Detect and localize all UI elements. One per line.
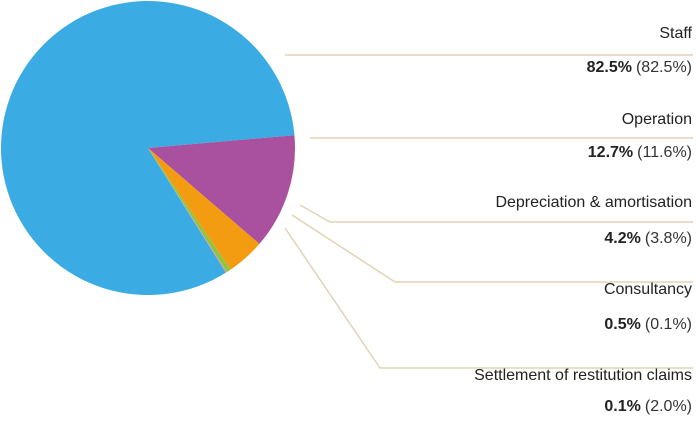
current-value: 4.2% [604, 230, 640, 247]
prior-value: (2.0%) [645, 398, 692, 415]
category-label: Depreciation & amortisation [495, 194, 692, 211]
pie-slice [148, 148, 260, 270]
current-value: 82.5% [587, 59, 632, 76]
prior-value: (3.8%) [645, 230, 692, 247]
pie-slice [148, 135, 295, 244]
current-value: 12.7% [588, 144, 633, 161]
value-label: 0.5% (0.1%) [604, 316, 692, 333]
pie-slice [1, 0, 295, 295]
value-label: 82.5% (82.5%) [587, 59, 692, 76]
prior-value: (0.1%) [645, 316, 692, 333]
leader-line [299, 204, 693, 223]
pie-slice [148, 148, 227, 273]
category-label: Consultancy [604, 281, 692, 298]
category-label: Operation [622, 111, 692, 128]
leader-line [291, 214, 693, 283]
prior-value: (82.5%) [636, 59, 692, 76]
leader-line [284, 227, 693, 369]
value-label: 0.1% (2.0%) [604, 398, 692, 415]
prior-value: (11.6%) [637, 144, 692, 161]
current-value: 0.1% [604, 398, 640, 415]
current-value: 0.5% [604, 316, 640, 333]
category-label: Staff [659, 25, 692, 42]
value-label: 12.7% (11.6%) [588, 144, 692, 161]
pie-slice [148, 148, 231, 273]
category-label: Settlement of restitution claims [474, 367, 692, 384]
value-label: 4.2% (3.8%) [604, 230, 692, 247]
